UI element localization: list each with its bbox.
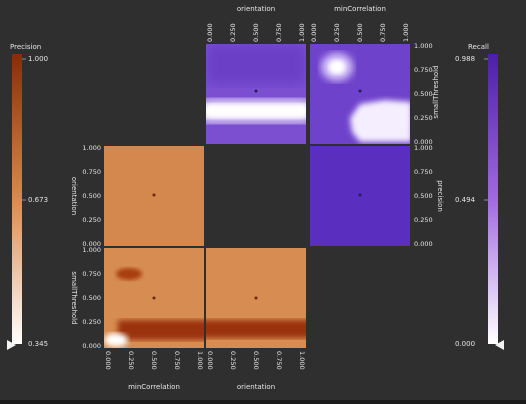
- recall-panel-orientation-band-core: [206, 104, 306, 118]
- panel-center-marker: [358, 193, 362, 197]
- recall-panel-orientation: [206, 44, 306, 144]
- panel-center-marker: [358, 89, 362, 93]
- precision-panel-mincorrelation-blob: [116, 268, 142, 280]
- precision-panel-mincorrelation-band: [118, 320, 204, 340]
- precision-panel-mincorrelation: [104, 248, 204, 348]
- bottom-tick-label: 0.500: [150, 351, 158, 370]
- right-axis-label: precision: [436, 180, 444, 212]
- right-axis-label: smallThreshold: [432, 65, 440, 118]
- left-tick-label: 0.750: [82, 168, 101, 176]
- tick-label-layer: 0.000 0.250 0.500 0.750 1.000 0.000 0.250 0.500…: [82, 23, 432, 369]
- recall-colorbar-max-label: 0.988: [455, 55, 475, 63]
- top-tick-label: 0.500: [356, 23, 364, 42]
- recall-panel-mincorrelation: [310, 44, 410, 144]
- right-tick-label: 0.250: [414, 216, 433, 224]
- top-tick-label: 0.500: [252, 23, 260, 42]
- precision-colorbar-max-label: 1.000: [28, 55, 48, 63]
- precision-panel-mincorrelation-white: [104, 333, 128, 347]
- top-axis-label: minCorrelation: [334, 5, 386, 13]
- precision-colorbar-title: Precision: [10, 43, 41, 51]
- top-tick-label: 0.250: [333, 23, 341, 42]
- panel-center-marker: [254, 89, 258, 93]
- right-tick-label: 0.750: [414, 66, 433, 74]
- right-tick-label: 0.500: [414, 90, 433, 98]
- panel-center-marker: [152, 193, 156, 197]
- recall-colorbar-gradient: [488, 54, 498, 344]
- bottom-tick-label: 0.000: [104, 351, 112, 370]
- bottom-axis-label: orientation: [237, 383, 275, 391]
- right-tick-label: 1.000: [414, 42, 433, 50]
- precision-panel-orientation-threshold-band: [206, 320, 306, 338]
- panel-center-marker: [152, 296, 156, 300]
- precision-colorbar-min-label: 0.345: [28, 340, 48, 348]
- left-tick-label: 0.500: [82, 192, 101, 200]
- precision-panel-orientation-threshold: [206, 248, 306, 348]
- left-tick-label: 0.250: [82, 318, 101, 326]
- top-tick-label: 1.000: [298, 23, 306, 42]
- bottom-tick-label: 0.250: [229, 351, 237, 370]
- top-axis-label: orientation: [237, 5, 275, 13]
- left-tick-label: 1.000: [82, 246, 101, 254]
- left-tick-label: 1.000: [82, 144, 101, 152]
- recall-colorbar-min-label: 0.000: [455, 340, 475, 348]
- left-axis-label: orientation: [70, 177, 78, 215]
- left-tick-label: 0.000: [82, 240, 101, 248]
- left-tick-label: 0.750: [82, 270, 101, 278]
- left-tick-label: 0.500: [82, 294, 101, 302]
- left-tick-label: 0.000: [82, 342, 101, 350]
- right-tick-label: 0.750: [414, 168, 433, 176]
- left-axis-label: smallThreshold: [70, 271, 78, 324]
- left-tick-label: 0.250: [82, 216, 101, 224]
- top-tick-label: 0.750: [275, 23, 283, 42]
- recall-colorbar-title: Recall: [468, 43, 489, 51]
- precision-colorbar: Precision 1.000 0.673 0.345: [7, 43, 48, 350]
- right-tick-label: 0.000: [414, 138, 433, 146]
- right-tick-label: 0.000: [414, 240, 433, 248]
- bottom-tick-label: 0.750: [275, 351, 283, 370]
- recall-colorbar: Recall 0.988 0.494 0.000: [455, 43, 504, 350]
- bottom-tick-label: 0.000: [206, 351, 214, 370]
- top-tick-label: 0.000: [206, 23, 214, 42]
- recall-panel-mincorrelation-region: [350, 100, 410, 142]
- precision-colorbar-mid-label: 0.673: [28, 196, 48, 204]
- top-tick-label: 0.000: [310, 23, 318, 42]
- right-tick-label: 1.000: [414, 144, 433, 152]
- bottom-tick-label: 0.250: [127, 351, 135, 370]
- top-tick-label: 1.000: [402, 23, 410, 42]
- bottom-tick-label: 0.500: [252, 351, 260, 370]
- bottom-axis-label: minCorrelation: [128, 383, 180, 391]
- recall-colorbar-marker-icon[interactable]: [495, 340, 504, 350]
- bottom-tick-label: 1.000: [196, 351, 204, 370]
- right-tick-label: 0.250: [414, 114, 433, 122]
- precision-colorbar-marker-icon[interactable]: [7, 340, 16, 350]
- right-tick-label: 0.500: [414, 192, 433, 200]
- precision-colorbar-gradient: [12, 54, 22, 344]
- top-tick-label: 0.250: [229, 23, 237, 42]
- panel-center-marker: [254, 296, 258, 300]
- recall-panel-mincorrelation-blob: [329, 60, 345, 74]
- recall-panel-orientation-dark: [206, 44, 306, 84]
- top-tick-label: 0.750: [379, 23, 387, 42]
- bottom-tick-label: 1.000: [298, 351, 306, 370]
- bottom-tick-label: 0.750: [173, 351, 181, 370]
- recall-colorbar-mid-label: 0.494: [455, 196, 476, 204]
